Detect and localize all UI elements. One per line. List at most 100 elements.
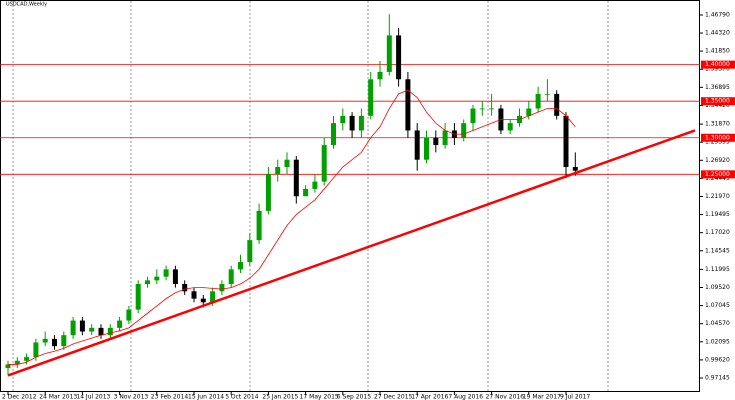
x-tick-label: 24 Mar 2013: [39, 394, 77, 400]
candle-body: [98, 327, 104, 336]
x-tick-label: 27 Nov 2016: [486, 394, 525, 400]
candle-body: [200, 298, 206, 303]
y-tick-label: 1.07045: [705, 302, 730, 309]
candle-body: [433, 137, 439, 146]
candle-body: [79, 320, 85, 332]
level-label: 1.40000: [705, 61, 730, 68]
candle-body: [61, 335, 67, 347]
candle-body: [107, 327, 113, 336]
x-tick-label: 3 Nov 2013: [114, 394, 149, 400]
y-tick-label: 1.26920: [705, 157, 730, 164]
candle-body: [479, 108, 485, 110]
candle-body: [442, 130, 448, 146]
candle-body: [182, 284, 188, 292]
candle-body: [572, 167, 578, 171]
candle-body: [145, 280, 150, 285]
candle-body: [368, 79, 374, 116]
x-tick-label: 9 Jul 2017: [560, 394, 590, 400]
y-tick-label: 1.41850: [705, 48, 730, 55]
candle-body: [70, 320, 76, 336]
trendline: [7, 129, 696, 377]
y-tick-label: 1.09520: [705, 284, 730, 291]
candle-body: [424, 137, 429, 160]
candle-body: [42, 338, 48, 343]
level-label-box: [701, 60, 735, 69]
candle-body: [265, 174, 271, 211]
candle-body: [191, 291, 197, 299]
level-label: 1.25000: [705, 171, 730, 178]
y-tick-label: 0.99620: [705, 356, 730, 363]
candle-body: [563, 115, 569, 168]
plot-frame: [0, 0, 700, 392]
y-tick-label: 1.14545: [705, 247, 730, 254]
candle-body: [126, 309, 132, 321]
candle-body: [321, 145, 327, 182]
x-tick-label: 27 Dec 2015: [374, 394, 413, 400]
candle-body: [386, 35, 392, 72]
x-tick-label: 15 Jun 2014: [188, 394, 224, 400]
candle-body: [284, 159, 290, 168]
y-tick-label: 1.29395: [705, 139, 730, 146]
x-tick-label: 2 Dec 2012: [2, 394, 37, 400]
y-tick-label: 1.19495: [705, 211, 730, 218]
x-tick-label: 6 Sep 2015: [337, 394, 371, 400]
candle-body: [135, 284, 141, 310]
candle-body: [33, 342, 39, 358]
y-tick-label: 1.46790: [705, 11, 730, 18]
level-label: 1.30000: [705, 134, 730, 141]
level-label-box: [701, 170, 735, 179]
candle-body: [238, 262, 243, 270]
candle-body: [256, 210, 262, 241]
y-tick-label: 0.97145: [705, 374, 730, 381]
candle-body: [340, 115, 346, 124]
y-tick-label: 1.44320: [705, 30, 730, 37]
candle-body: [405, 79, 411, 131]
candle-body: [163, 269, 169, 277]
y-tick-label: 1.34420: [705, 102, 730, 109]
candle-body: [396, 35, 402, 80]
candle-body: [331, 123, 336, 146]
x-tick-label: 7 Aug 2016: [448, 394, 483, 400]
candle-body: [312, 181, 318, 189]
y-tick-label: 1.11995: [705, 266, 730, 273]
y-tick-label: 1.02095: [705, 338, 730, 345]
chart-title: USDCAD,Weekly: [6, 2, 47, 8]
candle-body: [303, 188, 309, 197]
candle-body: [461, 123, 467, 138]
candle-body: [554, 93, 560, 116]
candle-body: [470, 108, 476, 124]
candle-body: [14, 360, 20, 365]
y-tick-label: 1.17020: [705, 229, 730, 236]
candle-body: [489, 108, 495, 110]
candle-body: [228, 269, 234, 285]
level-label-box: [701, 133, 735, 142]
y-tick-label: 1.24445: [705, 175, 730, 182]
x-tick-label: 17 May 2015: [300, 394, 339, 400]
candle-body: [275, 167, 281, 175]
candle-body: [89, 327, 95, 332]
candle-body: [358, 115, 364, 131]
candle-body: [544, 93, 550, 95]
candle-body: [535, 93, 541, 109]
candle-body: [247, 240, 253, 263]
x-tick-label: 5 Oct 2014: [225, 394, 258, 400]
candle-body: [507, 123, 513, 131]
y-tick-label: 1.36895: [705, 84, 730, 91]
moving-average: [8, 89, 576, 365]
y-tick-label: 1.21970: [705, 193, 730, 200]
y-tick-label: 1.39370: [705, 66, 730, 73]
candle-body: [414, 130, 420, 160]
x-tick-label: 25 Jan 2015: [262, 394, 298, 400]
candle-body: [293, 159, 299, 197]
candle-body: [526, 108, 532, 116]
x-tick-label: 19 Mar 2017: [523, 394, 561, 400]
x-tick-label: 23 Feb 2014: [151, 394, 189, 400]
candle-body: [210, 291, 216, 303]
level-label: 1.35000: [705, 98, 730, 105]
level-label-box: [701, 97, 735, 106]
candle-body: [377, 71, 383, 80]
x-tick-label: 17 Apr 2016: [411, 394, 448, 400]
candle-body: [154, 276, 160, 281]
candle-body: [5, 364, 11, 369]
